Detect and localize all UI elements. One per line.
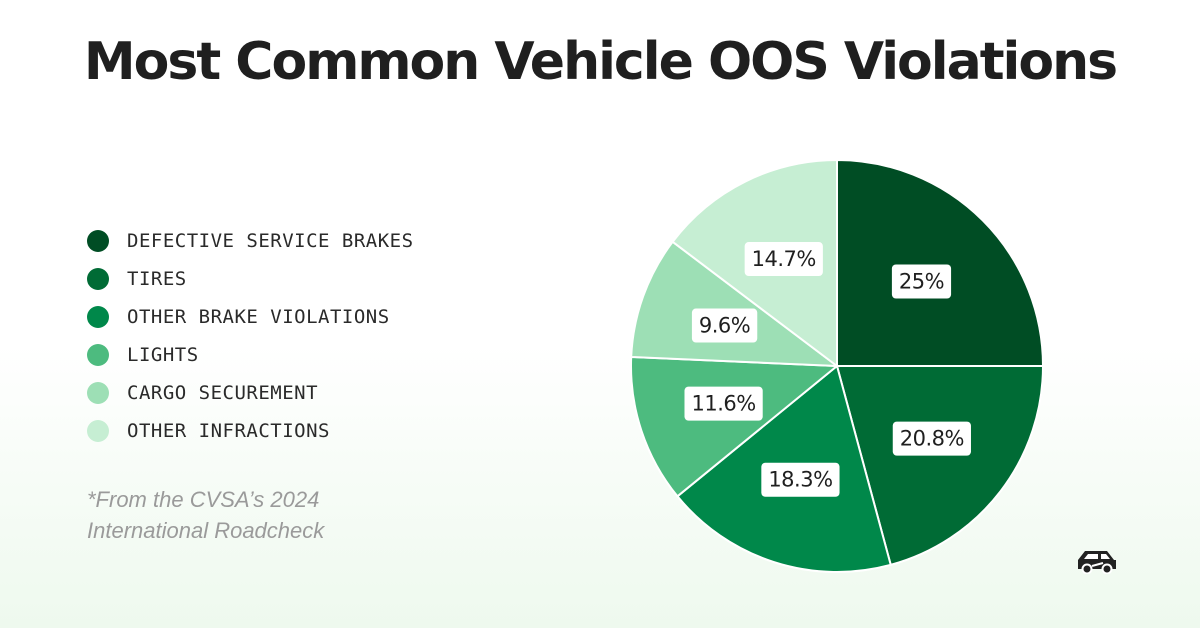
legend-swatch: [87, 268, 109, 290]
slice-label-group: 18.3%: [761, 462, 840, 497]
footnote-line: International Roadcheck: [87, 518, 325, 543]
pie-slice: [836, 158, 1045, 367]
footnote-line: *From the CVSA’s 2024: [87, 487, 320, 512]
slice-label-background: [892, 421, 971, 456]
slice-label-background: [891, 264, 952, 299]
slice-label-group: 20.8%: [892, 421, 971, 456]
legend-label: CARGO SECUREMENT: [127, 382, 319, 404]
legend-label: OTHER BRAKE VIOLATIONS: [127, 306, 390, 328]
pie-slice: [630, 240, 841, 368]
pie-slice: [835, 365, 1045, 567]
slice-data-label: 20.8%: [900, 427, 964, 451]
slice-data-label: 9.6%: [699, 314, 750, 338]
legend-item: OTHER INFRACTIONS: [87, 412, 414, 450]
legend-item: DEFECTIVE SERVICE BRAKES: [87, 222, 414, 260]
legend: DEFECTIVE SERVICE BRAKES TIRES OTHER BRA…: [87, 222, 414, 450]
legend-label: TIRES: [127, 268, 187, 290]
slice-data-label: 18.3%: [768, 468, 832, 492]
slice-data-label: 14.7%: [752, 247, 816, 271]
legend-item: OTHER BRAKE VIOLATIONS: [87, 298, 414, 336]
legend-label: DEFECTIVE SERVICE BRAKES: [127, 230, 414, 252]
pie-slice: [630, 355, 840, 498]
legend-swatch: [87, 306, 109, 328]
slice-label-background: [691, 308, 758, 343]
chart-title: Most Common Vehicle OOS Violations: [83, 32, 1118, 92]
slice-label-group: 9.6%: [691, 308, 758, 343]
legend-swatch: [87, 420, 109, 442]
legend-swatch: [87, 230, 109, 252]
legend-item: LIGHTS: [87, 336, 414, 374]
slice-label-group: 14.7%: [744, 242, 823, 277]
legend-item: CARGO SECUREMENT: [87, 374, 414, 412]
legend-swatch: [87, 382, 109, 404]
slice-label-background: [761, 462, 840, 497]
slice-label-background: [744, 242, 823, 277]
legend-label: LIGHTS: [127, 344, 199, 366]
slice-data-label: 11.6%: [691, 392, 755, 416]
pie-chart: 25% 20.8% 18.3% 11.6% 9.6% 14.7%: [630, 158, 1045, 573]
slice-label-group: 25%: [891, 264, 952, 299]
legend-item: TIRES: [87, 260, 414, 298]
slice-data-label: 25%: [899, 270, 944, 294]
slice-label-group: 11.6%: [684, 386, 763, 421]
truck-logo-icon: [1078, 551, 1116, 574]
legend-label: OTHER INFRACTIONS: [127, 420, 330, 442]
legend-swatch: [87, 344, 109, 366]
source-footnote: *From the CVSA’s 2024 International Road…: [87, 484, 417, 546]
slice-label-background: [684, 386, 763, 421]
